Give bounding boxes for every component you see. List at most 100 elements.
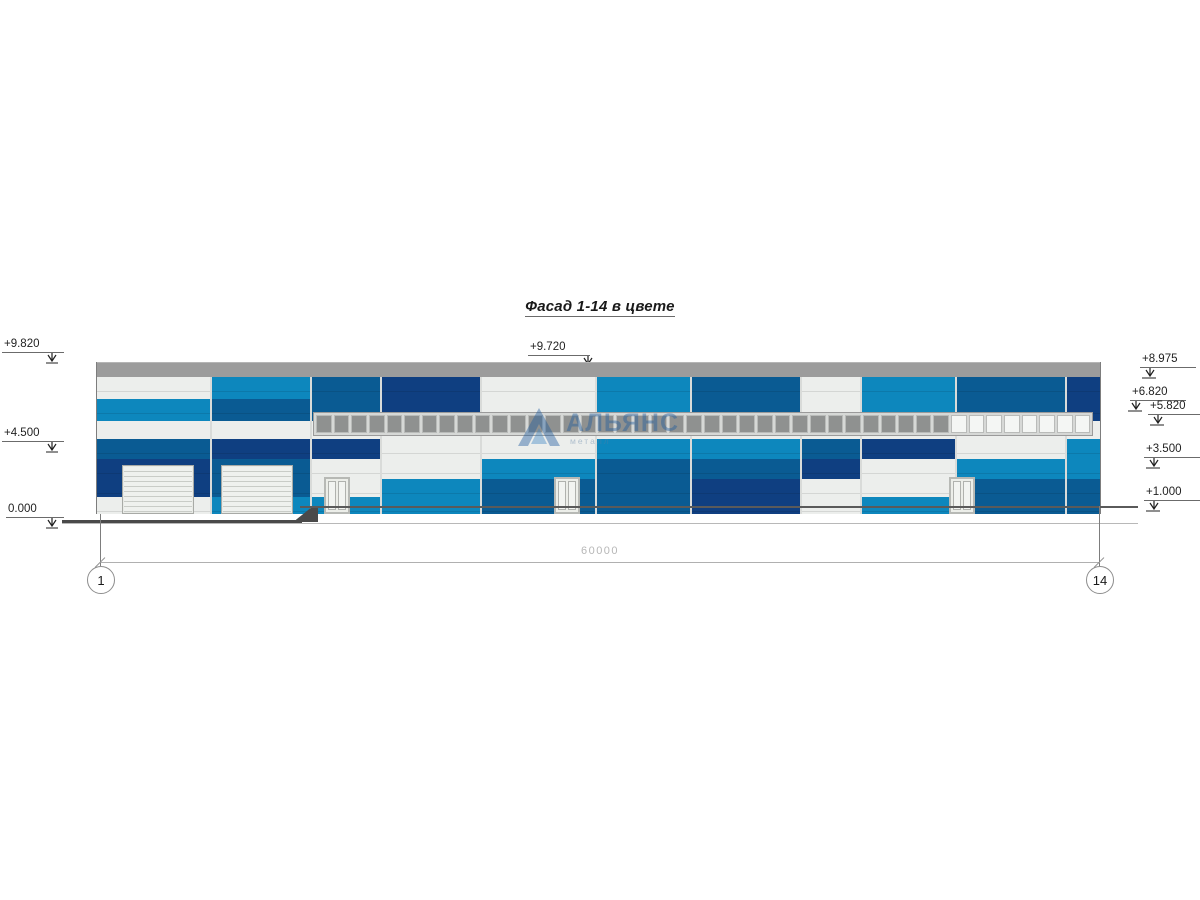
ribbon-window-band[interactable] xyxy=(313,412,1093,436)
facade-panel xyxy=(596,439,691,459)
facade-panel xyxy=(311,459,381,479)
window-pane xyxy=(774,415,791,433)
facade-panel xyxy=(801,439,861,459)
panel-joint xyxy=(860,377,862,514)
facade-panel xyxy=(956,497,1066,514)
personnel-door-2[interactable] xyxy=(554,477,580,514)
facade-panel xyxy=(861,377,956,399)
level-arrow-icon xyxy=(1142,368,1156,379)
panel-joint xyxy=(310,377,312,514)
drawing-title: Фасад 1-14 в цвете xyxy=(0,298,1200,317)
window-pane xyxy=(562,415,579,433)
door-leaf xyxy=(338,481,346,510)
level-mark-0000: 0.000 xyxy=(6,503,64,529)
facade-panel xyxy=(956,439,1066,459)
overall-dimension-value-wrap: 60000 xyxy=(0,545,1200,557)
window-pane xyxy=(316,415,332,433)
window-pane xyxy=(421,415,438,433)
facade-panel xyxy=(481,459,596,479)
facade-panel xyxy=(861,459,956,479)
window-pane xyxy=(351,415,367,433)
window-pane xyxy=(439,415,456,433)
door-leaf xyxy=(328,481,336,510)
window-pane xyxy=(739,415,756,433)
facade-panel xyxy=(96,439,211,459)
window-pane xyxy=(492,415,509,433)
panel-joint xyxy=(595,377,597,514)
window-pane xyxy=(333,415,350,433)
panel-joint xyxy=(800,377,802,514)
facade-panel xyxy=(801,377,861,399)
level-mark-1000-value: +1.000 xyxy=(1144,486,1200,501)
facade-panel xyxy=(861,497,956,514)
window-pane xyxy=(1003,415,1020,433)
axis-line-14 xyxy=(1099,506,1100,566)
facade-panel xyxy=(211,377,311,399)
level-arrow-icon xyxy=(1146,501,1160,512)
overhead-door-2[interactable] xyxy=(221,465,293,514)
window-pane xyxy=(704,415,720,433)
window-pane xyxy=(368,415,385,433)
facade-panel xyxy=(691,439,801,459)
ground-line-right xyxy=(300,506,1138,508)
window-pane xyxy=(404,415,420,433)
axis-bubble-1[interactable]: 1 xyxy=(87,566,115,594)
window-pane xyxy=(1021,415,1038,433)
facade-panel xyxy=(211,399,311,421)
facade-panel xyxy=(956,479,1066,497)
facade-panel xyxy=(956,377,1066,399)
window-pane xyxy=(633,415,650,433)
window-pane xyxy=(386,415,403,433)
window-pane xyxy=(651,415,667,433)
door-leaf xyxy=(568,481,576,510)
window-pane xyxy=(986,415,1002,433)
window-pane xyxy=(668,415,685,433)
facade-panel xyxy=(596,459,691,479)
grade-reference-line xyxy=(62,523,1138,524)
facade-panel xyxy=(956,459,1066,479)
level-arrow-icon xyxy=(1128,401,1142,412)
level-mark-8975-value: +8.975 xyxy=(1140,353,1196,368)
panel-joint xyxy=(380,377,382,514)
axis-bubble-14-label: 14 xyxy=(1092,573,1108,588)
facade-panel xyxy=(801,459,861,479)
window-pane xyxy=(898,415,914,433)
overhead-door-1[interactable] xyxy=(122,465,194,514)
facade-panel xyxy=(96,399,211,421)
door-leaf xyxy=(963,481,971,510)
panel-joint xyxy=(690,377,692,514)
level-arrow-icon xyxy=(46,442,58,453)
level-mark-9820-value: +9.820 xyxy=(2,338,64,353)
facade-panel xyxy=(1066,377,1100,399)
level-mark-5820-value: +5.820 xyxy=(1148,400,1200,415)
level-mark-0000-value: 0.000 xyxy=(6,503,64,518)
window-pane xyxy=(474,415,491,433)
level-mark-4500-value: +4.500 xyxy=(2,427,64,442)
window-pane xyxy=(721,415,738,433)
door-leaf xyxy=(558,481,566,510)
axis-bubble-14[interactable]: 14 xyxy=(1086,566,1114,594)
window-pane xyxy=(545,415,561,433)
panel-joint xyxy=(1065,377,1067,514)
personnel-door-3[interactable] xyxy=(949,477,975,514)
window-pane xyxy=(933,415,950,433)
window-pane xyxy=(1039,415,1055,433)
facade-panel xyxy=(861,479,956,497)
window-pane xyxy=(598,415,614,433)
facade-panel xyxy=(481,377,596,399)
window-pane xyxy=(951,415,967,433)
building-right-edge xyxy=(1100,362,1101,514)
level-mark-4500: +4.500 xyxy=(2,427,64,453)
window-pane xyxy=(792,415,808,433)
personnel-door-1[interactable] xyxy=(324,477,350,514)
facade-panel xyxy=(381,479,481,497)
window-pane xyxy=(827,415,844,433)
window-pane xyxy=(915,415,932,433)
door-leaf xyxy=(953,481,961,510)
overall-dimension-line xyxy=(100,562,1100,563)
window-pane xyxy=(862,415,879,433)
facade-panel xyxy=(1066,479,1100,497)
facade-panel xyxy=(96,377,211,399)
facade-panel xyxy=(311,377,381,399)
